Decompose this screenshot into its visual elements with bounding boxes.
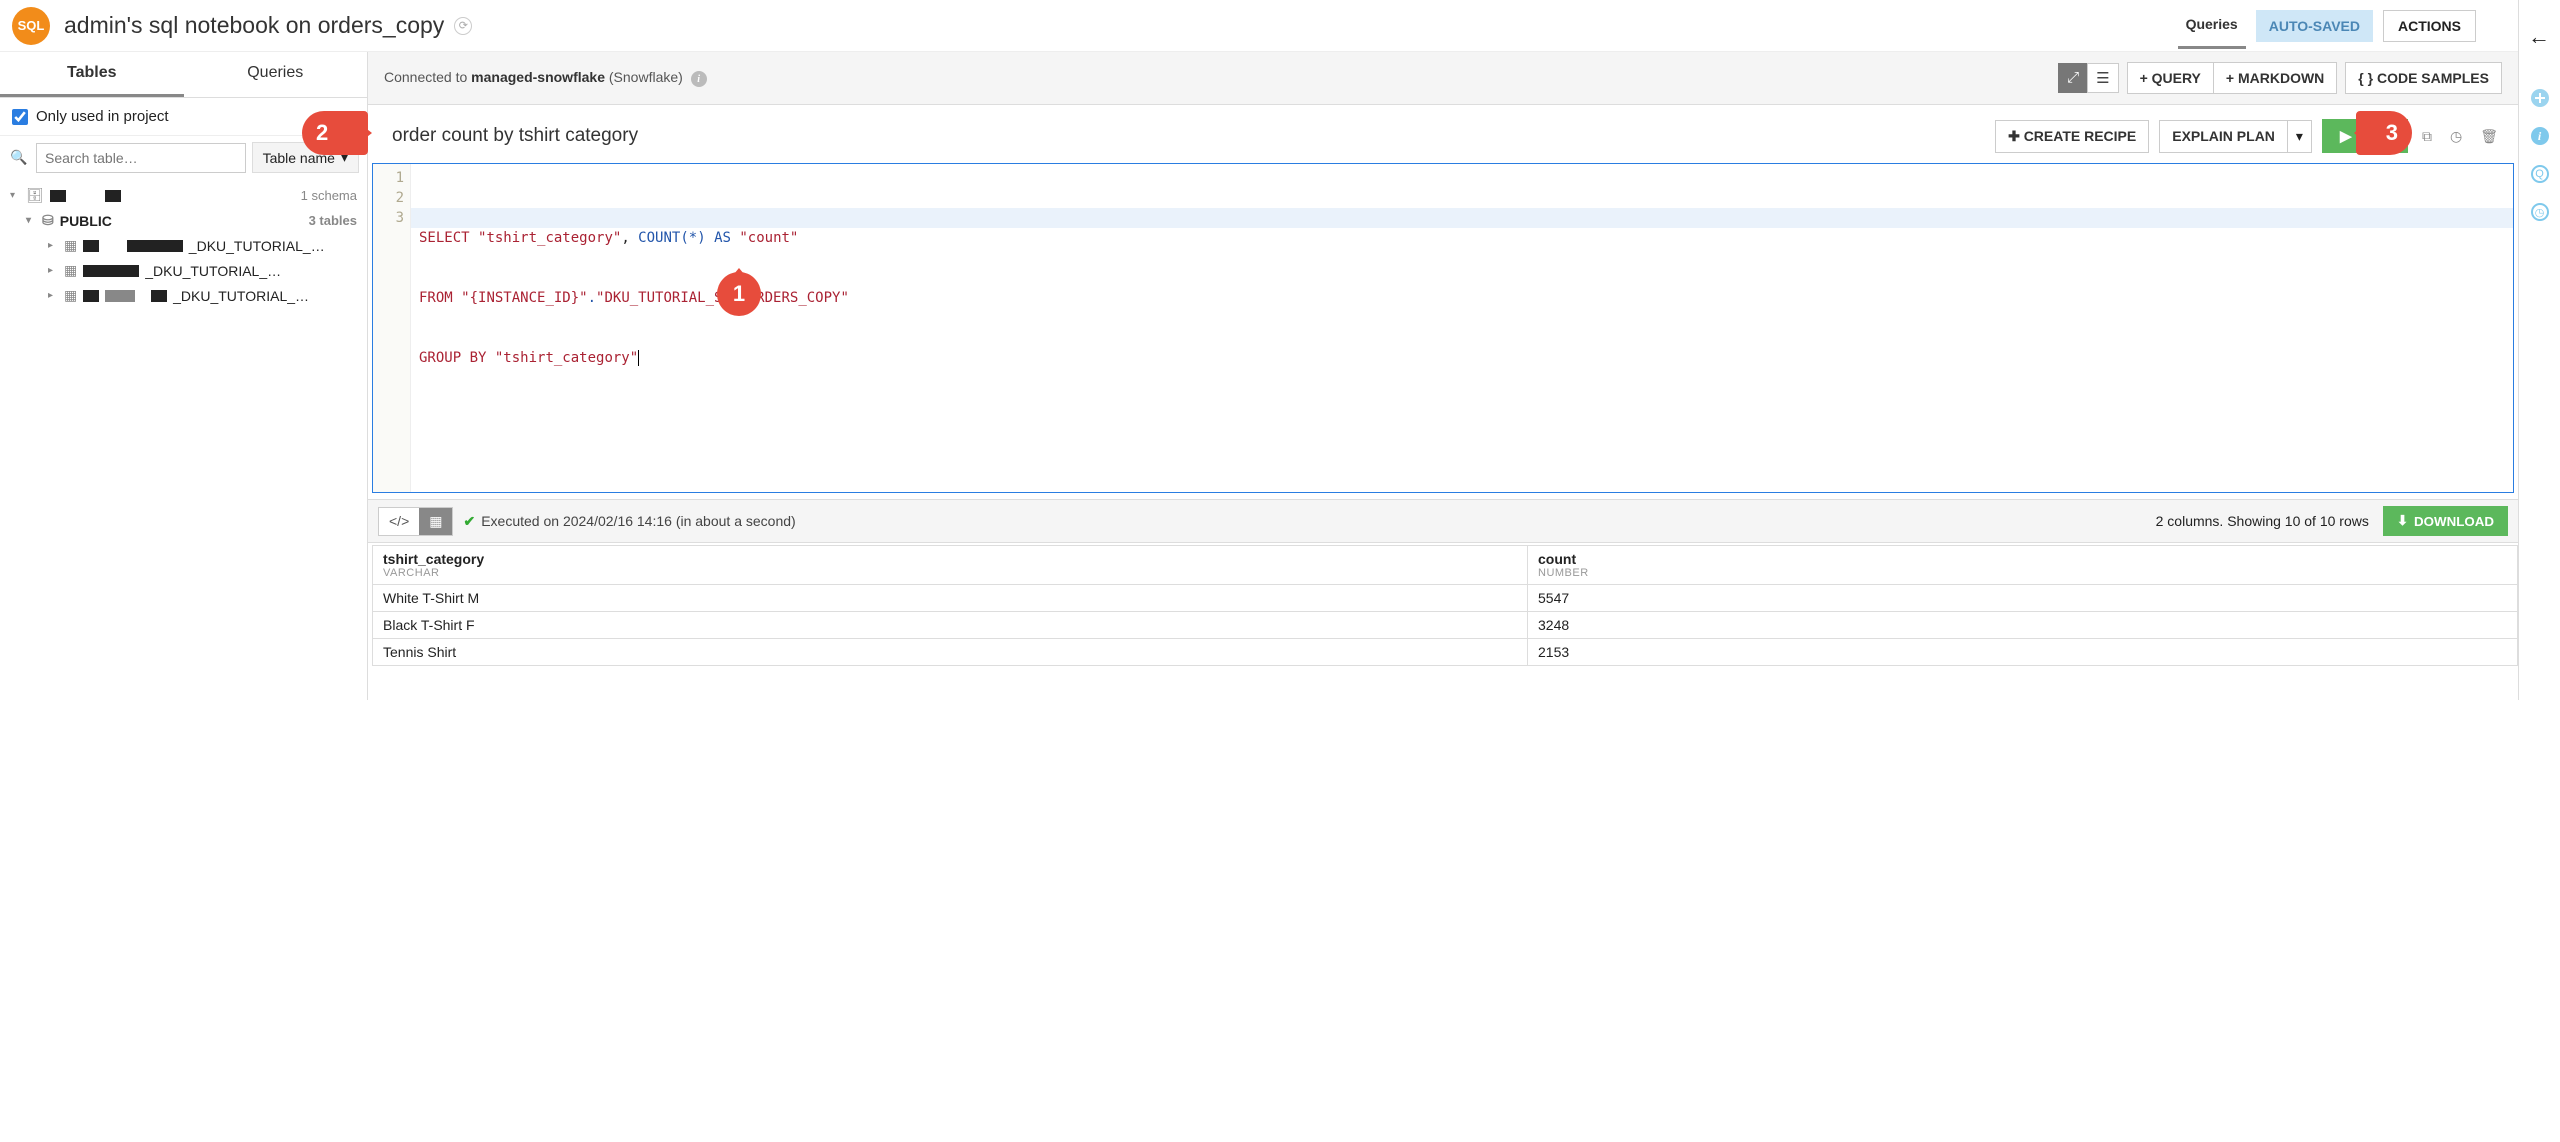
column-header[interactable]: count NUMBER xyxy=(1528,546,2518,585)
redacted xyxy=(105,190,121,202)
topbar: SQL admin's sql notebook on orders_copy … xyxy=(0,0,2518,52)
search-icon: 🔍 xyxy=(8,149,30,166)
sidebar-tab-tables[interactable]: Tables xyxy=(0,52,184,97)
activity-icon[interactable]: ◷ xyxy=(2530,202,2550,222)
redacted xyxy=(83,240,99,252)
sidebar-tab-queries[interactable]: Queries xyxy=(184,52,368,97)
connection-bar: Connected to managed-snowflake (Snowflak… xyxy=(368,52,2518,105)
redacted xyxy=(83,265,139,277)
list-icon[interactable]: ☰ xyxy=(2087,63,2118,93)
sync-icon[interactable]: ⟳ xyxy=(454,17,472,35)
autosaved-badge: AUTO-SAVED xyxy=(2256,10,2373,42)
redacted xyxy=(50,190,66,202)
callout-1: 1 xyxy=(717,272,761,316)
page-title: admin's sql notebook on orders_copy ⟳ xyxy=(64,12,2178,39)
table-icon: ▦ xyxy=(64,237,77,254)
results-table: tshirt_category VARCHAR count NUMBER Whi… xyxy=(372,545,2518,666)
redacted xyxy=(127,240,183,252)
add-icon[interactable] xyxy=(2530,88,2550,108)
notebook-title[interactable]: admin's sql notebook on orders_copy xyxy=(64,12,444,39)
download-icon: ⬇ xyxy=(2397,513,2408,529)
callout-2: 2 xyxy=(302,111,368,155)
column-header[interactable]: tshirt_category VARCHAR xyxy=(373,546,1528,585)
tab-queries-top[interactable]: Queries xyxy=(2178,2,2246,49)
info-icon[interactable]: i xyxy=(691,71,707,87)
actions-button[interactable]: ACTIONS xyxy=(2383,10,2476,42)
caret-right-icon: ▸ xyxy=(48,290,58,301)
schema-row[interactable]: ▾ ⛁ PUBLIC 3 tables xyxy=(8,208,359,233)
results-summary: 2 columns. Showing 10 of 10 rows xyxy=(2156,513,2369,529)
table-row[interactable]: Black T-Shirt F3248 xyxy=(373,612,2518,639)
view-code-icon[interactable]: </> xyxy=(379,508,419,535)
sql-editor[interactable]: 1 2 3 SELECT "tshirt_category", COUNT(*)… xyxy=(372,163,2514,493)
execution-status: Executed on 2024/02/16 14:16 (in about a… xyxy=(481,513,795,529)
caret-right-icon: ▸ xyxy=(48,265,58,276)
table-row[interactable]: ▸ ▦ _DKU_TUTORIAL_… xyxy=(8,283,359,308)
schema-name: PUBLIC xyxy=(60,213,112,229)
search-input[interactable] xyxy=(36,143,246,173)
database-icon: 🗄 xyxy=(26,187,44,204)
editor-pane: Connected to managed-snowflake (Snowflak… xyxy=(368,52,2518,700)
redacted xyxy=(83,290,99,302)
create-recipe-button[interactable]: ✚ CREATE RECIPE xyxy=(1995,120,2149,153)
query-header: order count by tshirt category ✚ CREATE … xyxy=(368,105,2518,163)
add-markdown-button[interactable]: + MARKDOWN xyxy=(2213,62,2337,94)
only-used-checkbox[interactable] xyxy=(12,109,28,125)
view-table-icon[interactable]: ▦ xyxy=(419,508,452,535)
table-row[interactable]: White T-Shirt M5547 xyxy=(373,585,2518,612)
caret-right-icon: ▸ xyxy=(48,240,58,251)
check-icon: ✔ xyxy=(463,513,475,530)
table-count: 3 tables xyxy=(309,213,357,228)
line-gutter: 1 2 3 xyxy=(373,164,411,492)
redacted xyxy=(105,290,135,302)
connection-text: Connected to managed-snowflake (Snowflak… xyxy=(384,69,2052,88)
table-row[interactable]: Tennis Shirt2153 xyxy=(373,639,2518,666)
table-icon: ▦ xyxy=(64,287,77,304)
table-icon: ▦ xyxy=(64,262,77,279)
table-name: _DKU_TUTORIAL_… xyxy=(145,263,281,279)
only-used-label: Only used in project xyxy=(36,108,169,125)
add-query-button[interactable]: + QUERY xyxy=(2127,62,2214,94)
database-row[interactable]: ▾ 🗄 1 schema xyxy=(8,183,359,208)
code-area[interactable]: SELECT "tshirt_category", COUNT(*) AS "c… xyxy=(411,164,2513,492)
caret-down-icon: ▾ xyxy=(10,190,20,201)
table-name: _DKU_TUTORIAL_… xyxy=(189,238,325,254)
query-title[interactable]: order count by tshirt category xyxy=(384,125,1987,147)
app-logo[interactable]: SQL xyxy=(12,7,50,45)
explain-plan-button[interactable]: EXPLAIN PLAN xyxy=(2159,120,2288,153)
right-rail: ← i Q ◷ xyxy=(2518,0,2560,700)
info-icon[interactable]: i xyxy=(2530,126,2550,146)
results-view-toggle[interactable]: </> ▦ xyxy=(378,507,453,536)
history-icon[interactable]: ◷ xyxy=(2446,124,2466,149)
schema-count: 1 schema xyxy=(301,188,357,203)
chat-icon[interactable]: Q xyxy=(2530,164,2550,184)
copy-icon[interactable]: ⧉ xyxy=(2418,124,2436,149)
caret-down-icon: ▾ xyxy=(26,215,36,226)
table-name: _DKU_TUTORIAL_… xyxy=(173,288,309,304)
redacted xyxy=(151,290,167,302)
code-samples-button[interactable]: { } CODE SAMPLES xyxy=(2345,62,2502,94)
expand-icon[interactable]: ⤢ xyxy=(2058,63,2088,93)
schema-icon: ⛁ xyxy=(42,212,54,229)
table-tree: ▾ 🗄 1 schema ▾ ⛁ PUBLIC 3 tables ▸ ▦ xyxy=(0,179,367,316)
explain-plan-dropdown[interactable]: ▾ xyxy=(2287,120,2312,153)
callout-3: 3 xyxy=(2356,111,2412,155)
download-button[interactable]: ⬇ DOWNLOAD xyxy=(2383,506,2508,536)
results-bar: </> ▦ ✔ Executed on 2024/02/16 14:16 (in… xyxy=(368,499,2518,543)
table-row[interactable]: ▸ ▦ _DKU_TUTORIAL_… xyxy=(8,258,359,283)
back-arrow-icon[interactable]: ← xyxy=(2528,24,2550,50)
trash-icon[interactable]: 🗑 xyxy=(2476,124,2502,149)
table-row[interactable]: ▸ ▦ _DKU_TUTORIAL_… xyxy=(8,233,359,258)
